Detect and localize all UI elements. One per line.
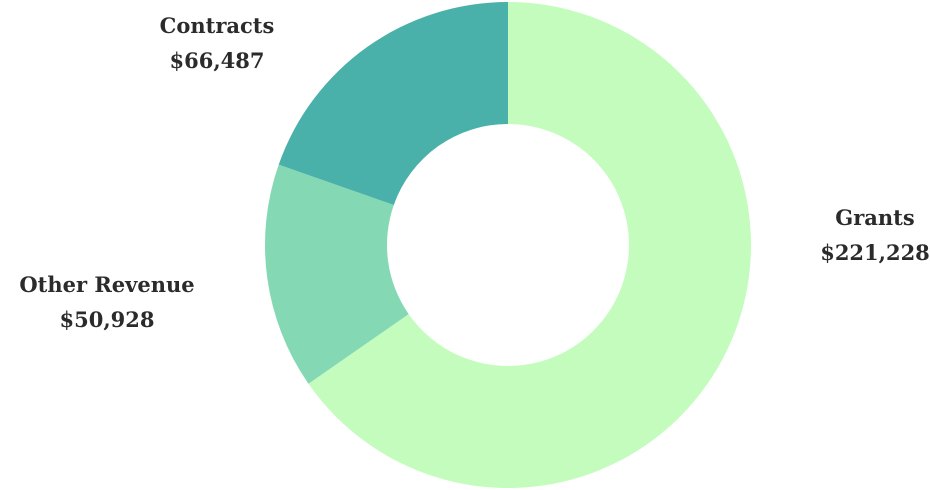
slice-label-other-revenue: Other Revenue bbox=[19, 272, 194, 297]
slice-contracts bbox=[278, 2, 508, 205]
slice-label-grants: Grants bbox=[835, 205, 914, 230]
slice-value-contracts: $66,487 bbox=[170, 48, 265, 73]
slice-label-contracts: Contracts bbox=[160, 13, 275, 38]
slice-value-other-revenue: $50,928 bbox=[60, 307, 155, 332]
labels-group: Grants $221,228 Other Revenue $50,928 Contra… bbox=[19, 13, 929, 332]
slice-value-grants: $221,228 bbox=[820, 240, 930, 265]
slice-other-revenue bbox=[265, 164, 409, 384]
slices-group bbox=[265, 2, 751, 489]
slice-grants bbox=[308, 2, 751, 489]
